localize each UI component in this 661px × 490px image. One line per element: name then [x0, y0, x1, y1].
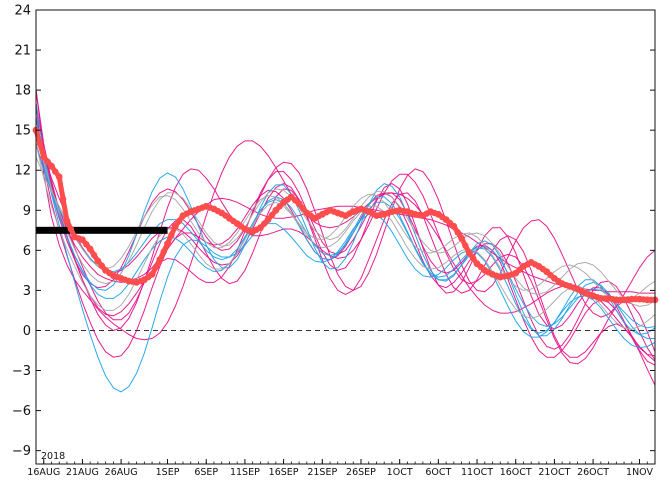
mean-point — [470, 255, 477, 262]
plot-frame — [35, 9, 656, 465]
mean-point — [264, 216, 272, 224]
x-tick-label: 6OCT — [425, 467, 451, 478]
y-tick-label: 15 — [14, 124, 31, 139]
x-tick-label: 16AUG — [27, 467, 60, 478]
mean-point — [268, 211, 276, 219]
y-tick-label: 24 — [14, 4, 31, 19]
mean-point — [156, 256, 164, 264]
mean-point — [171, 222, 179, 230]
mean-point — [168, 231, 175, 239]
x-tick-label: 11OCT — [461, 467, 493, 478]
member-01-line — [35, 90, 655, 294]
y-tick-label: −9 — [12, 444, 31, 459]
y-tick-label: 9 — [23, 204, 31, 219]
y-tick-label: 18 — [14, 84, 31, 99]
mean-point — [63, 217, 71, 225]
y-tick-label: −6 — [12, 404, 31, 419]
mean-point — [90, 251, 98, 259]
y-tick-label: 12 — [14, 164, 31, 179]
y-tick-label: −3 — [12, 364, 31, 379]
mean-point — [450, 222, 458, 230]
x-tick-label: 26AUG — [105, 467, 138, 478]
member-10-line — [35, 116, 656, 393]
mean-point — [257, 224, 264, 232]
mean-point — [164, 240, 171, 248]
mean-point — [79, 236, 86, 244]
mean-point — [83, 241, 90, 248]
y-tick-label: 3 — [23, 284, 31, 299]
mean-point — [462, 242, 469, 249]
year-label: 2018 — [41, 451, 65, 462]
mean-point — [40, 153, 48, 161]
mean-point — [148, 271, 156, 278]
x-tick-label: 16OCT — [500, 467, 532, 478]
mean-point — [94, 257, 102, 265]
member-06-line — [35, 143, 656, 357]
member-13-line — [35, 130, 656, 307]
x-tick-label: 21AUG — [66, 467, 99, 478]
member-05-line — [35, 90, 656, 365]
mean-point — [295, 200, 303, 208]
mean-point — [36, 140, 44, 147]
member-series-layer — [35, 90, 656, 393]
mean-point — [98, 262, 106, 269]
mean-point — [160, 248, 167, 255]
member-15-line — [35, 143, 656, 330]
x-tick-label: 26OCT — [577, 467, 609, 478]
x-tick-label: 16SEP — [269, 467, 299, 478]
x-tick-label: 11SEP — [230, 467, 260, 478]
y-tick-label: 6 — [23, 244, 31, 259]
mean-point — [152, 263, 160, 271]
mean-point — [44, 158, 51, 165]
mean-point — [59, 195, 67, 203]
mean-point — [48, 162, 55, 170]
member-08-line — [35, 103, 656, 366]
member-11-line — [35, 143, 656, 329]
mean-point — [52, 168, 59, 175]
member-07-line — [35, 116, 656, 361]
mean-point — [299, 205, 307, 212]
mean-point — [458, 234, 465, 242]
mean-point — [86, 245, 94, 253]
mean-point — [175, 217, 183, 225]
ensemble-mean-markers — [32, 126, 659, 304]
mean-point — [465, 249, 473, 257]
x-tick-label: 21SEP — [307, 467, 337, 478]
y-tick-label: 21 — [14, 44, 31, 59]
x-tick-label: 21OCT — [538, 467, 570, 478]
x-tick-label: 1SEP — [156, 467, 180, 478]
reference-bar — [36, 226, 168, 234]
x-axis: 16AUG 21AUG 26AUG 1SEP 6SEP 11SEP 16SEP 21SEP 26… — [27, 459, 656, 478]
x-tick-label: 1OCT — [387, 467, 413, 478]
mean-point — [67, 225, 75, 233]
x-tick-label: 26SEP — [346, 467, 376, 478]
member-04-line — [35, 130, 656, 386]
x-tick-label: 1NOV — [626, 467, 653, 478]
x-tick-label: 6SEP — [194, 467, 218, 478]
member-02-line — [35, 103, 656, 362]
mean-point — [55, 173, 63, 181]
mean-point — [454, 229, 461, 236]
y-tick-label: 0 — [23, 324, 31, 339]
y-axis: −9 −6 −3 0 3 6 9 12 15 18 21 24 — [12, 4, 655, 459]
